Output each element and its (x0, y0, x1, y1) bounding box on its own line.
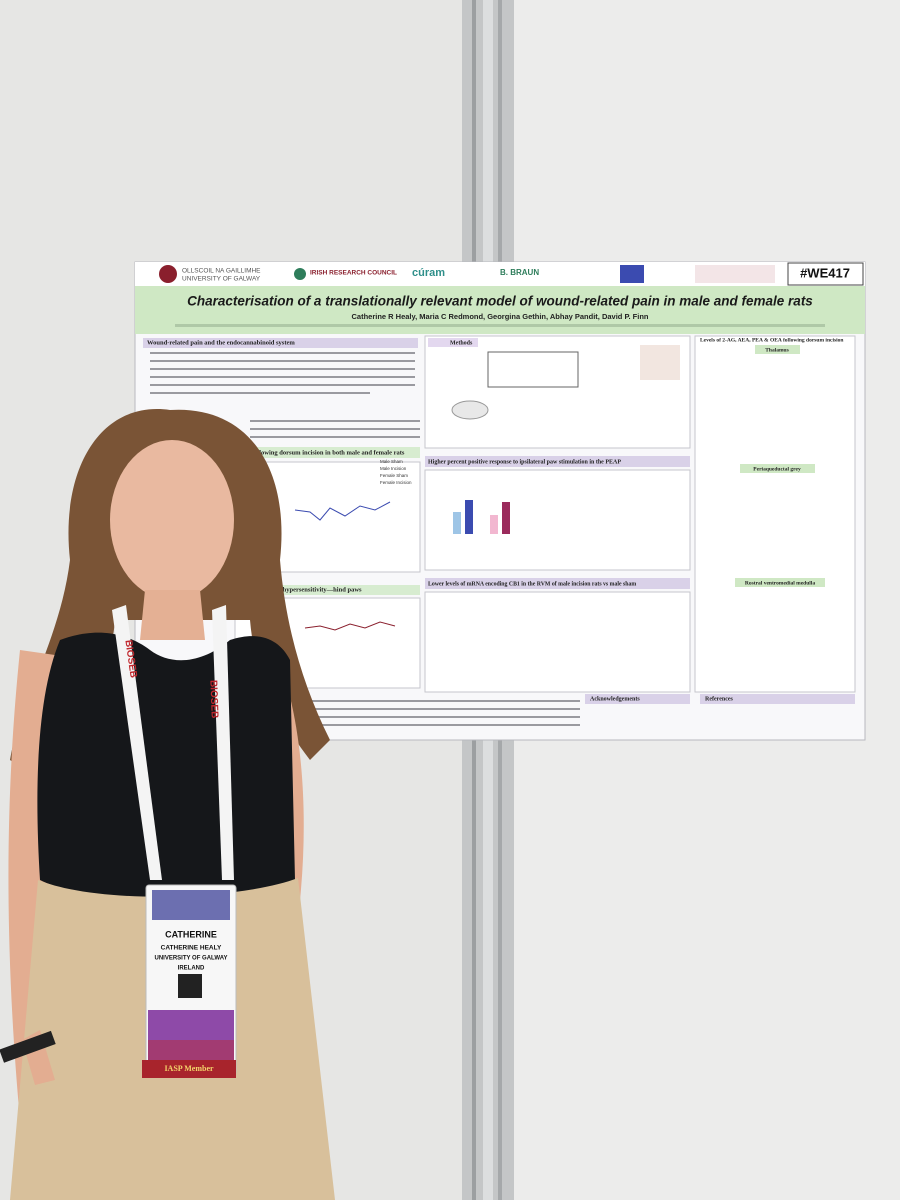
badge-affiliation: UNIVERSITY OF GALWAY (154, 956, 227, 962)
legend-entry: Male Incision (380, 466, 407, 471)
logo-mark (294, 268, 306, 280)
section-heading-bg (235, 585, 420, 595)
shape (465, 500, 473, 534)
neck (140, 590, 205, 640)
section-heading: echanical hypersensitivity—hind paws (255, 586, 362, 593)
shape (150, 352, 415, 354)
figure-panel (424, 469, 691, 571)
badge-country: IRELAND (178, 966, 205, 972)
subheading-bg (740, 464, 815, 473)
badge-header (152, 890, 230, 920)
subheading-bg (735, 578, 825, 587)
shape (300, 708, 580, 710)
section-heading: Lower levels of mRNA encoding CB1 in the… (428, 581, 636, 587)
rat-illustration (451, 400, 489, 420)
shape (150, 392, 370, 394)
section-heading: Levels of 2-AG, AEA, PEA & OEA following… (700, 337, 843, 343)
lanyard-text: BIOSEB (122, 639, 138, 679)
results-panel (694, 335, 856, 693)
subheading: Rostral ventromedial medulla (745, 580, 815, 586)
section-heading: Acknowledgements (590, 696, 640, 702)
figure-graphic (294, 501, 391, 521)
shape (300, 700, 580, 702)
section-heading-bg (428, 338, 478, 347)
logo-box (620, 265, 644, 283)
logo-text: UNIVERSITY OF GALWAY (182, 276, 261, 283)
section-heading-bg (425, 456, 690, 467)
section-heading: Methods (450, 340, 473, 346)
hashtag-box (787, 262, 864, 286)
section-heading-bg (143, 338, 418, 348)
section-heading-bg (425, 578, 690, 589)
subheading: Periaqueductal grey (753, 466, 801, 472)
badge-ribbon-text: IASP Member (164, 1064, 214, 1073)
shape (300, 716, 580, 718)
badge-full-name: CATHERINE HEALY (161, 945, 222, 952)
poster-title: Characterisation of a translationally re… (187, 294, 813, 309)
shape (250, 420, 420, 422)
section-heading: Higher percent positive response to ipsi… (428, 459, 621, 465)
legend-entry: Female Incision (380, 480, 412, 485)
black-top (37, 632, 295, 899)
section-heading: nsitivity following dorsum incision in b… (228, 449, 405, 456)
badge-ribbon (142, 1060, 236, 1078)
lanyard-text: BIOSEB (207, 680, 219, 719)
methods-diagram (487, 351, 579, 388)
shape (502, 502, 510, 534)
logo-text: OLLSCOIL NA GAILLIMHE (182, 268, 261, 275)
figure-panel (424, 591, 691, 693)
shape (453, 512, 461, 534)
shape (150, 368, 415, 370)
affiliation-line (175, 324, 825, 327)
shape (490, 515, 498, 534)
poster-authors: Catherine R Healy, Maria C Redmond, Geor… (352, 312, 649, 321)
logo-text: IRISH RESEARCH COUNCIL (310, 270, 397, 277)
body-text-lines (300, 700, 580, 726)
poster: OLLSCOIL NA GAILLIMHE UNIVERSITY OF GALW… (134, 261, 866, 741)
section-heading-bg (700, 694, 855, 704)
badge-band (148, 1010, 234, 1040)
figure-bars (453, 500, 510, 534)
bracelet (0, 1030, 56, 1063)
logo-text: cúram (412, 267, 445, 279)
shape (300, 724, 580, 726)
person: BIOSEB BIOSEB CATHERINE CATHERINE HEALY … (0, 409, 335, 1200)
body-text-lines (150, 352, 420, 438)
badge-qr (178, 974, 202, 998)
shape (150, 360, 415, 362)
logo-crest (159, 265, 177, 283)
section-heading: Wound-related pain and the endocannabino… (147, 339, 295, 346)
shape (150, 376, 415, 378)
shape (250, 428, 420, 430)
lanyard-left (112, 605, 162, 880)
section-heading: References (705, 696, 734, 702)
methods-illustration (640, 345, 680, 380)
legend-entry: Female Sham (380, 473, 408, 478)
logo-text: B. BRAUN (500, 268, 539, 277)
hashtag: #WE417 (800, 265, 850, 280)
shape (150, 384, 415, 386)
face (110, 440, 234, 600)
subheading: Thalamus (765, 347, 789, 353)
legend-entry: Male Sham (380, 459, 403, 464)
shape (250, 436, 420, 438)
subheading-bg (755, 345, 800, 354)
lanyard-right (212, 605, 234, 880)
logo-box (695, 265, 775, 283)
section-heading-bg (225, 447, 420, 458)
figure-graphic (304, 621, 396, 631)
section-heading-bg (585, 694, 690, 704)
badge-band (148, 1040, 234, 1060)
badge-first-name: CATHERINE (165, 929, 217, 939)
